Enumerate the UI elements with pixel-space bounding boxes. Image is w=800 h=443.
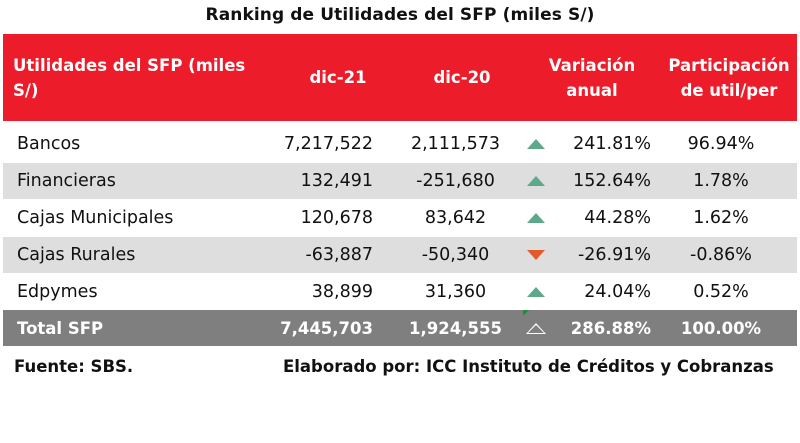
row-variacion: 24.04% (584, 282, 651, 302)
row-dic20: 31,360 (424, 282, 487, 302)
row-dic21: 38,899 (311, 282, 373, 302)
table-row: Cajas Municipales 120,678 83,642 44.28% … (3, 200, 797, 236)
row-participacion: 96.94% (687, 134, 755, 154)
table-header: Utilidades del SFP (miles S/) dic-21 dic… (3, 34, 797, 121)
total-name: Total SFP (17, 318, 104, 338)
row-variacion: 241.81% (573, 134, 651, 154)
table-row: Financieras 132,491 -251,680 152.64% 1.7… (3, 163, 797, 199)
row-dic21: -63,887 (305, 245, 373, 265)
header-sector: Utilidades del SFP (miles S/) (13, 55, 246, 100)
table-row: Edpymes 38,899 31,360 24.04% 0.52% (3, 274, 797, 310)
table-row: Cajas Rurales -63,887 -50,340 -26.91% -0… (3, 237, 797, 273)
row-variacion: 152.64% (573, 171, 651, 191)
row-name: Cajas Municipales (17, 208, 174, 228)
total-dic21: 7,445,703 (280, 318, 373, 338)
total-row: Total SFP 7,445,703 1,924,555 286.88% 10… (3, 310, 797, 346)
trend-up-icon (527, 139, 545, 149)
row-participacion: 1.78% (693, 171, 749, 191)
header-variacion: Variación anual (548, 55, 636, 100)
row-dic20: 2,111,573 (410, 134, 501, 154)
row-participacion: 0.52% (693, 282, 749, 302)
trend-up-icon (526, 322, 546, 334)
header-participacion: Participación de util/per (668, 55, 790, 100)
row-participacion: -0.86% (690, 245, 752, 265)
trend-down-icon (527, 250, 545, 260)
row-variacion: 44.28% (584, 208, 651, 228)
row-name: Cajas Rurales (17, 245, 136, 265)
row-dic21: 7,217,522 (283, 134, 373, 154)
row-dic20: 83,642 (424, 208, 487, 228)
row-dic20: -251,680 (416, 171, 495, 191)
source-note: Fuente: SBS. (14, 357, 134, 376)
total-variacion: 286.88% (570, 318, 651, 338)
row-name: Edpymes (17, 282, 98, 302)
total-dic20: 1,924,555 (409, 318, 502, 338)
header-dic20: dic-20 (433, 68, 491, 87)
row-name: Financieras (17, 171, 116, 191)
row-dic21: 132,491 (300, 171, 373, 191)
trend-up-icon (527, 176, 545, 186)
table-title: Ranking de Utilidades del SFP (miles S/) (205, 5, 595, 25)
trend-up-icon (527, 213, 545, 223)
row-dic21: 120,678 (300, 208, 373, 228)
table-row: Bancos 7,217,522 2,111,573 241.81% 96.94… (3, 126, 797, 162)
cell-marker-icon (523, 310, 529, 316)
credit-note: Elaborado por: ICC Instituto de Créditos… (283, 357, 774, 376)
total-participacion: 100.00% (680, 318, 762, 338)
row-variacion: -26.91% (577, 245, 651, 265)
header-dic21: dic-21 (309, 68, 367, 87)
row-participacion: 1.62% (693, 208, 749, 228)
trend-up-icon (527, 287, 545, 297)
row-name: Bancos (17, 134, 81, 154)
row-dic20: -50,340 (421, 245, 490, 265)
